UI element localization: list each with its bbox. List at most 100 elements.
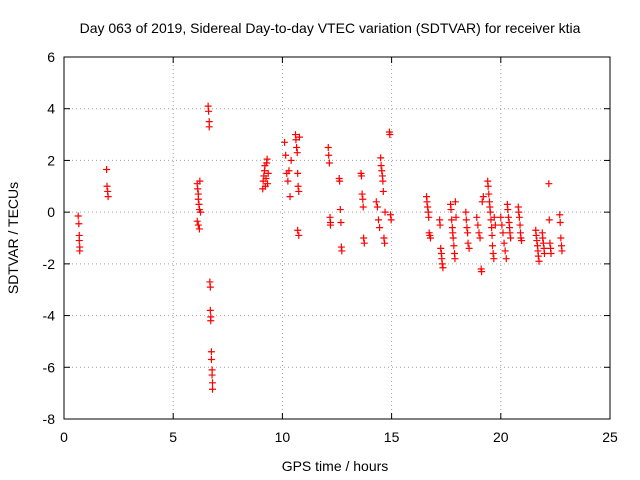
data-point <box>452 213 460 221</box>
data-point <box>197 208 204 216</box>
data-point <box>475 229 483 237</box>
data-point <box>206 306 214 314</box>
data-point <box>500 239 508 247</box>
data-point <box>490 213 498 221</box>
data-point <box>205 123 213 131</box>
data-point <box>295 187 303 195</box>
data-point <box>207 348 215 356</box>
data-point <box>502 255 510 263</box>
x-tick-label: 10 <box>275 429 291 445</box>
data-point <box>540 250 548 258</box>
y-axis-label: SDTVAR / TECUs <box>5 182 21 294</box>
data-point <box>545 216 553 224</box>
data-point <box>447 206 455 214</box>
data-point <box>479 193 487 201</box>
data-point <box>426 234 434 242</box>
y-tick-label: 0 <box>47 204 55 220</box>
grid-lines <box>64 57 610 419</box>
data-point <box>488 224 496 232</box>
x-axis-ticks: 0 5 10 15 20 25 <box>60 57 618 445</box>
data-point <box>325 151 333 159</box>
data-point <box>76 247 84 255</box>
data-point <box>326 221 334 229</box>
data-point <box>336 206 344 214</box>
data-point <box>262 175 270 183</box>
data-point <box>75 220 83 228</box>
data-point <box>533 237 541 245</box>
data-point <box>462 208 470 216</box>
data-point <box>534 252 542 260</box>
data-point <box>325 159 333 167</box>
data-point <box>295 231 303 239</box>
data-point <box>338 247 346 255</box>
data-point <box>294 182 302 190</box>
data-point <box>381 208 389 216</box>
data-point <box>449 234 457 242</box>
data-point <box>336 177 344 185</box>
data-point <box>425 213 433 221</box>
data-point <box>532 231 540 239</box>
data-point <box>539 234 547 242</box>
data-point <box>209 379 217 387</box>
data-point <box>359 195 367 203</box>
data-point <box>379 187 387 195</box>
y-tick-label: -2 <box>43 256 56 272</box>
data-point <box>546 239 554 247</box>
data-point <box>294 169 302 177</box>
x-tick-label: 0 <box>60 429 68 445</box>
data-point <box>504 206 512 214</box>
data-point <box>358 190 366 198</box>
data-point <box>380 234 388 242</box>
data-point <box>437 244 445 252</box>
data-point <box>74 212 82 220</box>
data-point <box>373 203 381 211</box>
data-point <box>506 229 514 237</box>
data-point <box>295 133 303 141</box>
data-point <box>379 177 387 185</box>
data-point <box>438 260 446 268</box>
data-point <box>359 203 367 211</box>
data-point <box>476 234 484 242</box>
x-tick-label: 15 <box>384 429 400 445</box>
data-point <box>478 268 486 276</box>
data-point <box>451 255 459 263</box>
y-tick-label: -6 <box>43 359 56 375</box>
data-point <box>337 218 345 226</box>
data-point <box>424 203 432 211</box>
data-point <box>488 231 496 239</box>
data-point <box>497 213 505 221</box>
data-point <box>535 257 543 265</box>
data-point <box>378 167 386 175</box>
data-point <box>498 221 506 229</box>
y-axis-ticks: -8 -6 -4 -2 0 2 4 6 <box>43 49 610 427</box>
data-point <box>499 229 507 237</box>
data-point <box>286 193 294 201</box>
data-point <box>423 198 431 206</box>
y-tick-label: 6 <box>47 49 55 65</box>
data-point <box>293 144 301 151</box>
data-point <box>515 208 523 216</box>
data-point <box>484 182 492 190</box>
data-point <box>491 221 499 229</box>
data-point <box>556 218 564 226</box>
data-point <box>207 356 215 364</box>
data-point <box>464 239 472 247</box>
data-point <box>515 213 523 221</box>
data-point <box>539 239 547 247</box>
x-tick-label: 20 <box>493 429 509 445</box>
data-point <box>448 216 456 224</box>
data-point <box>473 213 481 221</box>
data-point <box>386 131 394 139</box>
x-tick-label: 25 <box>602 429 618 445</box>
data-point <box>194 221 202 229</box>
data-point <box>263 155 271 163</box>
data-point <box>194 195 202 203</box>
data-point <box>282 151 290 159</box>
y-tick-label: -4 <box>43 308 56 324</box>
data-point <box>104 193 112 201</box>
data-point <box>195 225 203 233</box>
data-point <box>287 156 295 164</box>
data-point <box>293 149 301 157</box>
data-point <box>285 167 293 175</box>
